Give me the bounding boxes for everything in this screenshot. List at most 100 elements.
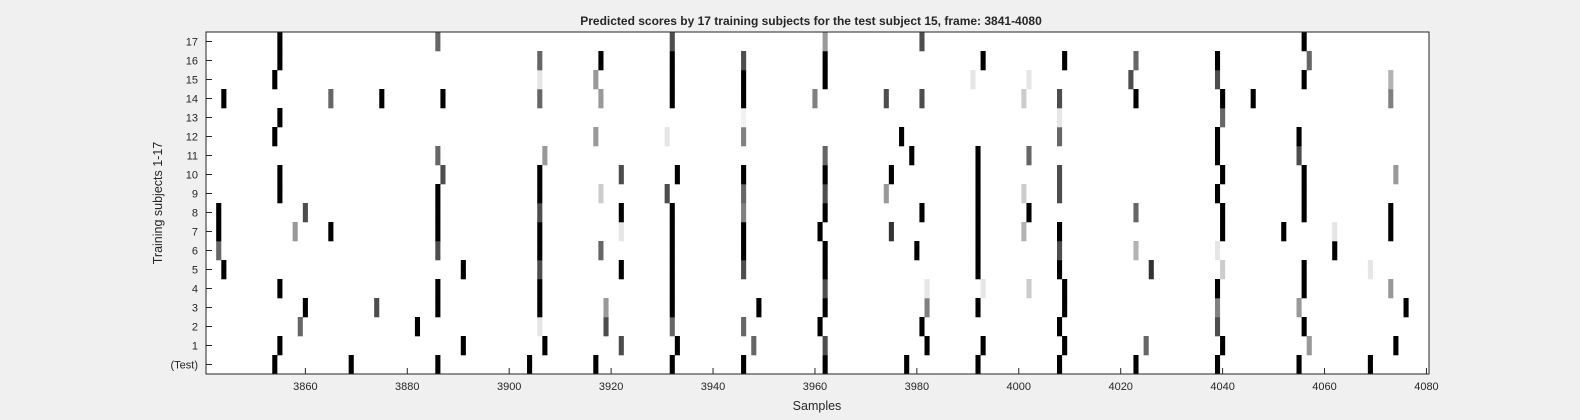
- heatmap-cell: [527, 355, 533, 375]
- heatmap-cell: [1021, 222, 1027, 242]
- heatmap-cell: [598, 51, 604, 71]
- heatmap-cell: [1296, 127, 1302, 147]
- heatmap-cell: [593, 127, 599, 147]
- heatmap-cell: [669, 51, 675, 71]
- heatmap-cell: [1301, 260, 1307, 280]
- heatmap-cell: [741, 70, 747, 90]
- heatmap-cell: [909, 146, 915, 166]
- heatmap-cell: [537, 298, 543, 318]
- heatmap-cell: [593, 70, 599, 90]
- heatmap-cell: [277, 279, 283, 299]
- heatmap-cell: [221, 260, 227, 280]
- heatmap-cell: [1388, 203, 1394, 223]
- x-tick-label: 3860: [293, 381, 317, 393]
- heatmap-cell: [822, 51, 828, 71]
- heatmap-cell: [542, 336, 548, 356]
- heatmap-cell: [1026, 146, 1032, 166]
- heatmap-cell: [221, 89, 227, 109]
- x-tick-label: 4080: [1414, 381, 1438, 393]
- x-tick-label: 4060: [1312, 381, 1336, 393]
- heatmap-cell: [435, 222, 441, 242]
- heatmap-cell: [975, 241, 981, 261]
- heatmap-cell: [440, 89, 446, 109]
- heatmap-cell: [1393, 336, 1399, 356]
- heatmap-cell: [888, 222, 894, 242]
- heatmap-cell: [822, 32, 828, 52]
- y-tick-label: 9: [192, 189, 198, 201]
- heatmap-cell: [1388, 70, 1394, 90]
- heatmap-cell: [277, 184, 283, 204]
- heatmap-cell: [822, 260, 828, 280]
- heatmap-cell: [888, 165, 894, 185]
- heatmap-cell: [1214, 51, 1221, 71]
- heatmap-cell: [669, 70, 675, 90]
- heatmap-cell: [1388, 222, 1394, 242]
- heatmap-cell: [822, 355, 828, 375]
- heatmap-cell: [669, 355, 675, 375]
- heatmap-cell: [1393, 165, 1399, 185]
- heatmap-cell: [537, 165, 543, 185]
- heatmap-cell: [1133, 355, 1139, 375]
- heatmap-cell: [603, 298, 609, 318]
- heatmap-cell: [216, 222, 222, 242]
- heatmap-cell: [1062, 279, 1068, 299]
- y-tick-label: 10: [186, 170, 198, 182]
- heatmap-cell: [899, 127, 905, 147]
- heatmap-cell: [975, 203, 981, 223]
- heatmap-cell: [822, 146, 828, 166]
- heatmap-cell: [975, 355, 981, 375]
- heatmap-cell: [618, 222, 624, 242]
- y-tick-label: 16: [186, 56, 198, 68]
- heatmap-cell: [1220, 203, 1226, 223]
- y-tick-label: 5: [192, 265, 198, 277]
- heatmap-cell: [292, 222, 298, 242]
- heatmap-cell: [460, 336, 466, 356]
- heatmap-cell: [328, 89, 334, 109]
- heatmap-cell: [435, 184, 441, 204]
- heatmap-cell: [1301, 279, 1307, 299]
- heatmap-cell: [664, 184, 670, 204]
- heatmap-cell: [537, 260, 543, 280]
- heatmap-cell: [537, 89, 543, 109]
- heatmap-cell: [1214, 355, 1221, 375]
- heatmap-cell: [277, 165, 283, 185]
- heatmap-cell: [1057, 355, 1063, 375]
- heatmap-cell: [919, 203, 925, 223]
- heatmap-cell: [924, 298, 930, 318]
- y-tick-label: 13: [186, 113, 198, 125]
- heatmap-cell: [374, 298, 380, 318]
- heatmap-cell: [1281, 222, 1287, 242]
- heatmap-cell: [1301, 165, 1307, 185]
- heatmap-cell: [1021, 89, 1027, 109]
- heatmap-cell: [975, 146, 981, 166]
- heatmap-cell: [669, 317, 675, 337]
- heatmap-cell: [741, 241, 747, 261]
- y-tick-label: 2: [192, 322, 198, 334]
- heatmap-cell: [1306, 336, 1312, 356]
- heatmap-cell: [1133, 51, 1139, 71]
- heatmap-cell: [817, 222, 823, 242]
- x-tick-label: 3960: [803, 381, 827, 393]
- heatmap-cell: [277, 336, 283, 356]
- heatmap-cell: [669, 89, 675, 109]
- heatmap-cell: [1057, 165, 1063, 185]
- heatmap-cell: [1026, 70, 1032, 90]
- heatmap-cell: [822, 241, 828, 261]
- heatmap-cell: [618, 336, 624, 356]
- heatmap-cell: [216, 241, 222, 261]
- heatmap-cell: [537, 317, 543, 337]
- heatmap-cell: [674, 336, 680, 356]
- heatmap-cell: [664, 127, 670, 147]
- heatmap-cell: [618, 260, 624, 280]
- heatmap-cell: [669, 32, 675, 52]
- heatmap-cell: [460, 260, 466, 280]
- heatmap-cell: [1301, 32, 1307, 52]
- y-tick-label: 1: [192, 341, 198, 353]
- plot-frame: [205, 31, 1430, 375]
- heatmap-cell: [1021, 184, 1027, 204]
- heatmap-cell: [435, 203, 441, 223]
- y-tick-label: 3: [192, 303, 198, 315]
- heatmap-cell: [883, 184, 889, 204]
